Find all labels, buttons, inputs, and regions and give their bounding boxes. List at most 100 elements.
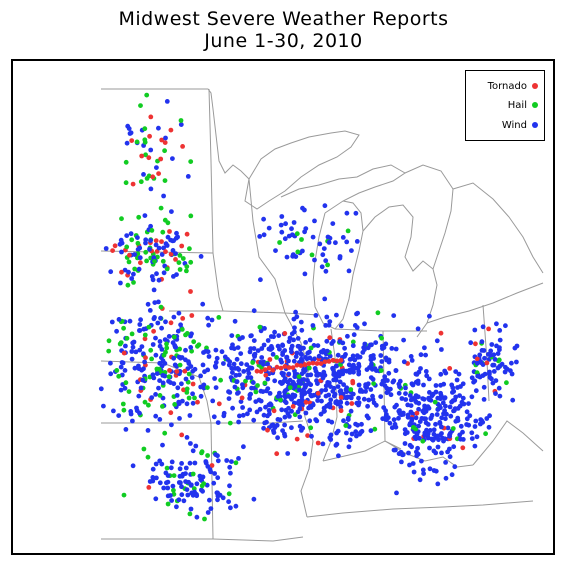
wind-report-marker (241, 444, 246, 450)
wind-report-marker (230, 370, 235, 375)
tornado-report-marker (179, 432, 185, 438)
wind-report-marker (504, 366, 510, 372)
tornado-report-marker (349, 401, 355, 406)
wind-report-marker (251, 338, 257, 343)
hail-report-marker (158, 205, 164, 211)
wind-report-marker (408, 397, 414, 403)
wind-report-marker (298, 428, 304, 433)
wind-report-marker (148, 186, 154, 192)
tornado-report-marker (156, 171, 162, 176)
hail-report-marker (177, 253, 183, 258)
hail-report-marker (142, 332, 148, 338)
wind-report-marker (310, 323, 316, 328)
wind-report-marker (455, 406, 461, 411)
wind-report-marker (285, 411, 291, 416)
wind-report-marker (324, 314, 330, 320)
map-subtitle: June 1-30, 2010 (204, 30, 363, 52)
wind-report-marker (427, 313, 432, 319)
wi-il-border (284, 312, 320, 316)
wind-report-marker (122, 385, 128, 391)
ks-mo-border (210, 422, 214, 540)
wind-report-marker (439, 415, 445, 421)
lake-huron-outline (404, 164, 454, 270)
tornado-report-marker (127, 252, 132, 258)
wind-report-marker (174, 230, 179, 236)
wind-report-marker (494, 343, 499, 349)
wind-report-marker (437, 403, 442, 409)
wind-report-marker (250, 380, 256, 385)
wind-report-marker (179, 492, 185, 498)
wind-report-marker (300, 248, 305, 254)
wind-report-marker (344, 210, 350, 216)
tornado-report-marker (315, 390, 321, 396)
wind-report-marker (460, 429, 465, 435)
tornado-report-marker (286, 365, 292, 370)
tornado-report-marker (330, 357, 336, 363)
wind-report-marker (361, 396, 367, 402)
tornado-report-marker (158, 156, 164, 162)
wind-report-marker (286, 339, 292, 344)
wind-report-marker (421, 471, 426, 476)
hail-report-marker (184, 331, 190, 336)
tornado-report-marker (129, 138, 135, 143)
wind-report-marker (356, 382, 362, 388)
wind-report-marker (477, 352, 483, 358)
wind-report-marker (431, 427, 437, 433)
wind-report-marker (403, 391, 408, 396)
wind-report-marker (166, 334, 172, 339)
wind-report-marker (411, 469, 417, 475)
legend-item-tornado: Tornado (488, 79, 538, 93)
mo-ar-border (212, 536, 304, 542)
wind-report-marker (157, 480, 163, 486)
wind-report-marker (431, 431, 437, 437)
wind-report-marker (326, 240, 332, 245)
tornado-report-marker (338, 357, 344, 363)
wind-report-marker (186, 479, 192, 485)
hail-report-marker (278, 397, 283, 403)
wind-report-marker (424, 427, 429, 433)
wind-report-marker (280, 380, 285, 386)
wind-report-marker (221, 413, 227, 419)
wind-report-marker (491, 369, 497, 374)
wind-report-marker (415, 394, 421, 400)
wind-report-marker (160, 442, 165, 448)
wind-report-marker (168, 493, 173, 498)
wind-report-marker (286, 358, 291, 364)
wind-report-marker (338, 404, 344, 410)
wind-report-marker (153, 392, 159, 397)
wind-report-marker (356, 361, 362, 367)
hail-report-marker (226, 491, 232, 497)
wind-report-marker (163, 319, 168, 325)
wind-report-marker (119, 249, 124, 255)
hail-report-marker (165, 501, 171, 507)
wind-report-marker (414, 400, 419, 405)
tornado-report-marker (254, 368, 260, 374)
tornado-report-marker (326, 359, 332, 364)
wind-report-marker (322, 203, 328, 209)
wind-report-marker (338, 388, 344, 394)
wind-report-marker (193, 443, 199, 449)
tornado-report-marker (338, 408, 344, 414)
wind-report-marker (240, 412, 246, 418)
hail-report-marker (124, 335, 130, 341)
wind-report-marker (228, 470, 233, 476)
hail-report-marker (184, 390, 190, 395)
wind-report-marker (423, 369, 429, 374)
wind-report-marker (277, 346, 282, 352)
wind-report-marker (387, 420, 393, 426)
wind-report-marker (275, 435, 280, 441)
wind-report-marker (331, 385, 337, 391)
wind-report-marker (318, 349, 324, 355)
hail-report-marker (149, 228, 155, 233)
hail-report-marker (201, 481, 207, 486)
nd-mn-border (208, 88, 214, 254)
wind-report-marker (161, 245, 167, 251)
wind-report-marker (326, 380, 332, 386)
hail-report-marker (292, 412, 298, 418)
wind-report-marker (472, 424, 478, 429)
hail-report-marker (144, 176, 150, 181)
hail-report-marker (257, 324, 263, 330)
wind-report-marker (410, 461, 416, 466)
wind-report-marker (323, 268, 329, 274)
wind-report-marker (198, 393, 204, 399)
